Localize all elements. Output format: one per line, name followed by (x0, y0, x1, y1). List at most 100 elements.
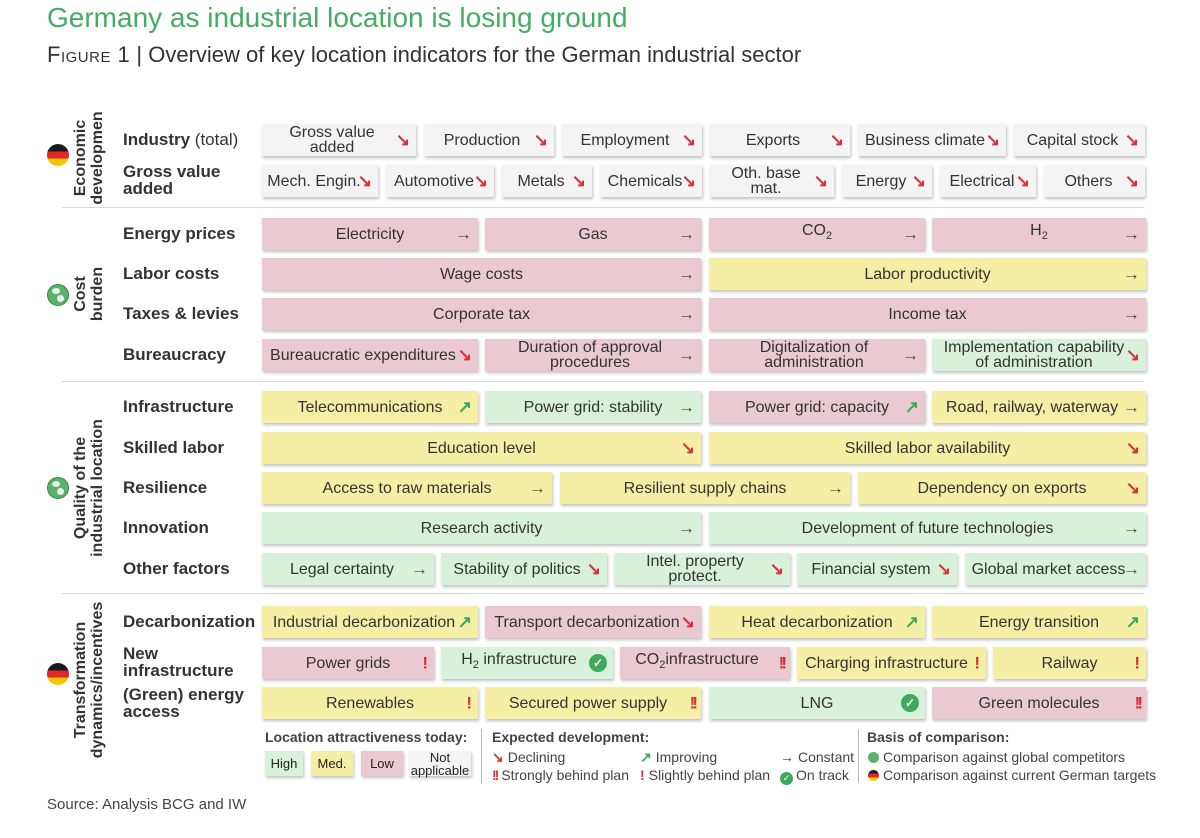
cell-chemicals: Chemicals ↘ (600, 165, 702, 197)
declining-icon: ↘ (1015, 171, 1030, 191)
constant-icon: → (1123, 518, 1140, 538)
cell-energy: Energy ↘ (842, 165, 932, 197)
legend-strongly-behind: !! Strongly behind plan (492, 767, 629, 783)
germany-flag-icon (47, 144, 69, 166)
cell-power-grid-stability: Power grid: stability → (485, 391, 701, 423)
cell-income-tax: Income tax → (709, 298, 1146, 330)
germany-flag-icon (868, 770, 879, 781)
globe-icon (47, 284, 69, 306)
cell-business-climate: Business climate ↘ (858, 124, 1006, 156)
cell-wage-costs: Wage costs → (262, 258, 701, 290)
cell-intel-property: Intel. property protect. ↘ (614, 553, 790, 585)
cell-electricity: Electricity → (262, 218, 478, 250)
cell-co2-infrastructure: CO2infrastructure!! (620, 647, 790, 679)
cell-implementation-capability: Implementation capability of administrat… (932, 339, 1146, 371)
cell-railway: Railway! (993, 647, 1146, 679)
constant-icon: → (678, 345, 695, 365)
cell-lng: LNG ✓ (709, 687, 925, 719)
cell-digitalization-administration: Digitalization of administration → (709, 339, 925, 371)
cell-future-technologies: Development of future technologies → (709, 512, 1146, 544)
declining-icon: ↘ (680, 612, 695, 632)
slightly-behind-icon: ! (974, 653, 980, 673)
cell-automotive: Automotive ↘ (386, 165, 494, 197)
figure-number: Figure 1 (47, 42, 131, 67)
legend-slightly-behind: ! Slightly behind plan (640, 767, 771, 783)
cell-transport-decarbonization: Transport decarbonization ↘ (485, 606, 701, 638)
row-label-energy-prices: Energy prices (123, 224, 236, 243)
on-track-icon: ✓ (589, 654, 607, 672)
cell-dependency-exports: Dependency on exports ↘ (858, 472, 1146, 504)
row-label-other-factors: Other factors (123, 559, 230, 578)
legend-not-applicable: Not applicable (409, 749, 471, 778)
cell-metals: Metals ↘ (502, 165, 592, 197)
cell-electrical: Electrical ↘ (940, 165, 1036, 197)
constant-icon: → (411, 559, 428, 579)
cell-gross-value-added: Gross value added ↘ (262, 124, 416, 156)
declining-icon: ↘ (1125, 438, 1140, 458)
declining-icon: ↘ (681, 171, 696, 191)
cell-resilient-supply-chains: Resilient supply chains → (560, 472, 850, 504)
declining-icon: ↘ (829, 130, 844, 150)
globe-icon (47, 477, 69, 499)
declining-icon: ↘ (681, 130, 696, 150)
cell-stability-politics: Stability of politics ↘ (441, 553, 607, 585)
row-label-taxes-levies: Taxes & levies (123, 304, 239, 323)
declining-icon: ↘ (533, 130, 548, 150)
globe-icon (868, 752, 879, 763)
cell-secured-power-supply: Secured power supply!! (485, 687, 701, 719)
cell-co2: CO2 → (709, 218, 925, 250)
cell-charging-infrastructure: Charging infrastructure! (797, 647, 986, 679)
constant-icon: → (1123, 397, 1140, 417)
declining-icon: ↘ (985, 130, 1000, 150)
strongly-behind-icon: !! (1134, 693, 1144, 713)
cell-mech-engin: Mech. Engin. ↘ (262, 165, 378, 197)
constant-icon: → (902, 345, 919, 365)
row-label-labor-costs: Labor costs (123, 264, 220, 283)
cell-financial-system: Financial system ↘ (797, 553, 957, 585)
declining-icon: ↘ (357, 171, 372, 191)
cell-research-activity: Research activity → (262, 512, 701, 544)
chart-title: Germany as industrial location is losing… (47, 2, 628, 33)
cell-exports: Exports ↘ (710, 124, 850, 156)
subtitle-text: | Overview of key location indicators fo… (136, 42, 802, 67)
section-separator (62, 207, 1144, 208)
cell-green-molecules: Green molecules!! (932, 687, 1146, 719)
cell-capital-stock: Capital stock ↘ (1014, 124, 1145, 156)
cell-production: Production ↘ (424, 124, 554, 156)
cell-duration-approval: Duration of approval procedures → (485, 339, 701, 371)
improving-icon: ↗ (457, 612, 472, 632)
declining-icon: ↘ (813, 171, 828, 191)
legend-medium: Med. (311, 751, 353, 776)
germany-flag-icon (47, 663, 69, 685)
declining-icon: ↘ (571, 171, 586, 191)
legend-low: Low (361, 751, 403, 776)
legend-expected-title: Expected development: (492, 729, 650, 745)
cell-others: Others ↘ (1044, 165, 1145, 197)
row-label-gross-value-added: Gross value added (123, 162, 221, 198)
cell-renewables: Renewables! (262, 687, 478, 719)
constant-icon: → (1123, 304, 1140, 324)
section-separator (62, 593, 1144, 594)
row-label-green-energy-access: (Green) energy access (123, 685, 244, 721)
constant-icon: → (1123, 224, 1140, 244)
declining-icon: ↘ (1125, 478, 1140, 498)
cell-skilled-labor-availability: Skilled labor availability ↘ (709, 432, 1146, 464)
row-label-skilled-labor: Skilled labor (123, 438, 225, 457)
declining-icon: ↘ (1124, 130, 1139, 150)
cell-telecommunications: Telecommunications ↗ (262, 391, 478, 423)
cell-road-railway-waterway: Road, railway, waterway → (932, 391, 1146, 423)
row-label-resilience: Resilience (123, 478, 208, 497)
constant-icon: → (678, 304, 695, 324)
declining-icon: ↘ (457, 345, 472, 365)
cell-legal-certainty: Legal certainty → (262, 553, 434, 585)
cell-industrial-decarbonization: Industrial decarbonization ↗ (262, 606, 478, 638)
legend-declining: ↘ Declining (492, 749, 566, 765)
cell-power-grid-capacity: Power grid: capacity ↗ (709, 391, 925, 423)
improving-icon: ↗ (904, 612, 919, 632)
row-label-industry-total: Industry (total) (123, 130, 239, 149)
constant-icon: → (678, 264, 695, 284)
constant-icon: → (902, 224, 919, 244)
cell-labor-productivity: Labor productivity → (709, 258, 1146, 290)
cell-corporate-tax: Corporate tax → (262, 298, 701, 330)
legend-constant: → Constant (780, 749, 855, 765)
